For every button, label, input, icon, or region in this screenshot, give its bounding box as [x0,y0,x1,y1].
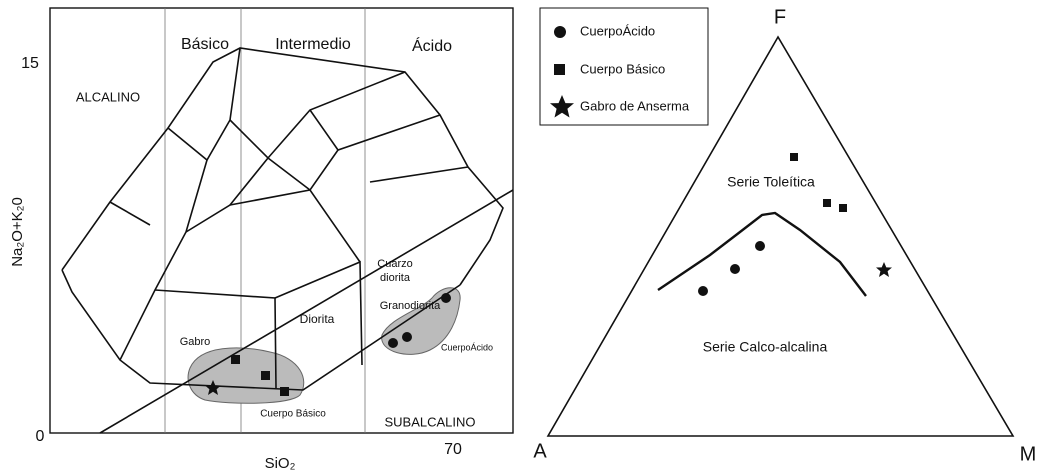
series-label: SUBALCALINO [384,414,475,429]
basic-sample [280,387,289,396]
field-label: diorita [380,272,411,284]
vertex-label: F [774,6,786,28]
field-lines [61,47,514,434]
y-tick-label: 15 [21,55,39,72]
legend-label: Cuerpo Básico [580,61,665,76]
y-axis-label: Na₂O+K₂0 [9,197,26,267]
y-tick-label: 0 [36,428,45,445]
acid-sample [755,241,765,251]
acid-sample [698,286,708,296]
field-label: Gabro [180,336,211,348]
basic-sample [231,355,240,364]
x-tick-label: 70 [444,441,462,458]
gabbro-sample [876,262,892,277]
legend: CuerpoÁcido Cuerpo Básico Gabro de Anser… [539,7,709,126]
acid-sample [441,293,451,303]
column-label: Intermedio [275,36,351,53]
acid-sample [402,332,412,342]
frame [49,7,514,434]
legend-label: CuerpoÁcido [580,23,655,38]
legend-symbol [554,26,566,38]
acid-sample [730,264,740,274]
acid-sample [388,338,398,348]
legend-symbol [554,64,565,75]
field-label: Diorita [300,312,335,326]
series-label: ALCALINO [76,89,140,104]
basic-sample [839,204,847,212]
series-label: Serie Toleítica [727,174,815,190]
tas-panel: Na₂O+K₂0 SiO₂ 15 0 70 Básico Intermedio … [9,7,514,472]
samples [205,293,451,396]
boundary-curve [657,211,867,297]
vertex-label: M [1020,443,1037,465]
acid-field [381,287,461,355]
x-axis-label: SiO₂ [265,455,296,472]
group-label: Cuerpo Básico [260,409,326,420]
field-label: Granodiorita [380,300,441,312]
legend-label: Gabro de Anserma [580,98,690,113]
triangle [546,35,1015,437]
vertex-label: A [533,440,547,462]
series-label: Serie Calco-alcalina [703,339,828,355]
basic-sample [261,371,270,380]
field-label: Cuarzo [377,258,412,270]
column-label: Ácido [412,36,452,55]
column-label: Básico [181,36,229,53]
group-label: CuerpoÁcido [441,342,493,352]
afm-panel: F A M Serie Toleítica Serie Calco-alcali… [533,6,1036,465]
basic-sample [823,199,831,207]
basic-sample [790,153,798,161]
